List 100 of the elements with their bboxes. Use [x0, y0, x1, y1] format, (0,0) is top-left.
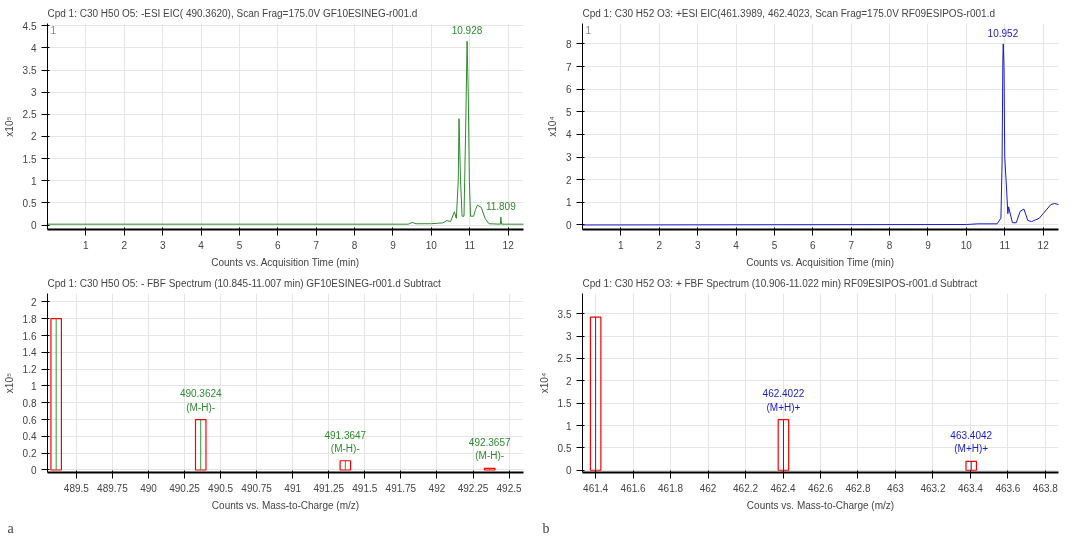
y-tick-label: 0.4 [22, 431, 37, 443]
y-tick-label: 2.5 [557, 353, 572, 365]
y-tick-label: 3.5 [557, 308, 572, 320]
x-axis-title: Counts vs. Acquisition Time (min) [211, 256, 360, 268]
x-tick-label: 10 [425, 239, 438, 251]
annotation: 490.3624 (M-H)- [179, 388, 223, 413]
annotation: 491.3647 (M-H)- [324, 429, 367, 454]
y-tick-label: 3 [30, 87, 37, 99]
x-tick-label: 462.6 [807, 482, 834, 494]
x-tick-label: 461.8 [658, 482, 684, 494]
chart-title: Cpd 1: C30 H50 O5: -ESI EIC( 490.3620), Scan Frag=175.0V GF10ESINEG-r001.d [47, 7, 418, 19]
y-tick-label: 1.8 [22, 313, 37, 325]
y-tick-label: 1.6 [22, 330, 37, 342]
y-tick-label: 0.5 [557, 442, 572, 454]
x-tick-label: 491.75 [385, 482, 417, 494]
x-tick-label: 1 [618, 239, 625, 251]
x-axis-title: Counts vs. Mass-to-Charge (m/z) [211, 499, 360, 511]
x-tick-label: 490.25 [169, 482, 201, 494]
x-tick-label: 462.8 [845, 482, 871, 494]
x-tick-label: 492 [428, 482, 446, 494]
y-tick-label: 0 [30, 464, 37, 476]
y-tick-label: 1.5 [557, 398, 572, 410]
y-tick-label: 3.5 [22, 65, 37, 77]
y-tick-label: 2 [565, 174, 572, 186]
y-tick-label: 1.5 [22, 153, 37, 165]
y-tick-label: 1 [565, 420, 572, 432]
text: b [542, 520, 550, 536]
y-tick-label: 2 [565, 375, 572, 387]
x-tick-label: 3 [694, 239, 701, 251]
x-tick-label: 10 [960, 239, 973, 251]
x-axis-title: Counts vs. Mass-to-Charge (m/z) [746, 499, 895, 511]
annotation: 462.4022 (M+H)+ [762, 388, 805, 413]
chart-title: Cpd 1: C30 H50 O5: - FBF Spectrum (10.845-11.007 min) GF10ESINEG-r001.d Subtract [47, 277, 442, 289]
chart-title: Cpd 1: C30 H52 O3: +ESI EIC(461.3989, 462.4023, Scan Frag=175.0V RF09ESIPOS-r001.d [582, 7, 995, 19]
x-tick-label: 4 [733, 239, 740, 251]
x-tick-label: 12 [502, 239, 515, 251]
y-tick-label: 1.4 [22, 347, 37, 359]
y-tick-label: 2 [30, 131, 37, 143]
y-tick-label: 2 [30, 296, 37, 308]
y-axis-title: x10⁴ [538, 372, 550, 394]
y-tick-label: 6 [565, 84, 572, 96]
y-tick-label: 0.6 [22, 414, 37, 426]
y-tick-label: 0 [565, 219, 572, 231]
annotation: 10.928 [451, 25, 483, 37]
y-tick-label: 3 [565, 152, 572, 164]
x-tick-label: 490.75 [241, 482, 273, 494]
y-axis-title: x10⁵ [3, 372, 15, 394]
x-tick-label: 463.8 [1032, 482, 1059, 494]
x-tick-label: 9 [390, 239, 397, 251]
x-tick-label: 489.75 [97, 482, 129, 494]
x-tick-label: 491 [284, 482, 302, 494]
x-tick-label: 2 [656, 239, 663, 251]
x-tick-label: 489.5 [63, 482, 90, 494]
y-tick-label: 1.2 [22, 364, 37, 376]
y-tick-label: 1 [30, 175, 37, 187]
x-tick-label: 461.6 [620, 482, 647, 494]
x-tick-label: 492.5 [496, 482, 523, 494]
x-tick-label: 9 [925, 239, 932, 251]
y-tick-label: 4 [565, 129, 572, 141]
x-tick-label: 8 [351, 239, 358, 251]
x-tick-label: 11 [999, 239, 1011, 251]
y-tick-label: 4.5 [22, 20, 37, 32]
x-tick-label: 6 [275, 239, 282, 251]
y-axis-title: x10⁵ [3, 116, 15, 137]
annotation: 11.809 [485, 201, 517, 213]
y-tick-label: 0.8 [22, 397, 37, 409]
x-tick-label: 12 [1037, 239, 1050, 251]
annotation: 1 [50, 24, 57, 36]
y-tick-label: 0.5 [22, 197, 37, 209]
y-tick-label: 7 [565, 61, 572, 73]
x-tick-label: 461.4 [583, 482, 609, 494]
x-tick-label: 492.25 [457, 482, 489, 494]
x-tick-label: 491.5 [352, 482, 378, 494]
x-tick-label: 5 [236, 239, 243, 251]
x-tick-label: 7 [313, 239, 320, 251]
x-tick-label: 462.2 [733, 482, 759, 494]
y-axis-title: x10⁴ [546, 116, 558, 137]
x-tick-label: 3 [159, 239, 166, 251]
annotation: 10.952 [987, 27, 1019, 39]
x-tick-label: 463.2 [920, 482, 946, 494]
x-tick-label: 463.6 [995, 482, 1021, 494]
x-tick-label: 4 [198, 239, 205, 251]
x-tick-label: 490 [140, 482, 158, 494]
x-tick-label: 8 [886, 239, 893, 251]
x-tick-label: 463.4 [957, 482, 984, 494]
x-tick-label: 490.5 [208, 482, 234, 494]
x-tick-label: 7 [848, 239, 855, 251]
x-tick-label: 462.4 [770, 482, 796, 494]
y-tick-label: 3 [565, 331, 572, 343]
y-tick-label: 1 [30, 380, 37, 392]
x-tick-label: 462 [699, 482, 717, 494]
x-tick-label: 463 [887, 482, 905, 494]
y-tick-label: 5 [565, 106, 572, 118]
x-tick-label: 5 [771, 239, 778, 251]
y-tick-label: 1 [565, 197, 572, 209]
y-tick-label: 8 [565, 38, 572, 50]
y-tick-label: 0.2 [22, 448, 37, 460]
x-tick-label: 11 [464, 239, 476, 251]
x-tick-label: 1 [83, 239, 90, 251]
annotation: 492.3657 (M-H)- [468, 437, 511, 462]
